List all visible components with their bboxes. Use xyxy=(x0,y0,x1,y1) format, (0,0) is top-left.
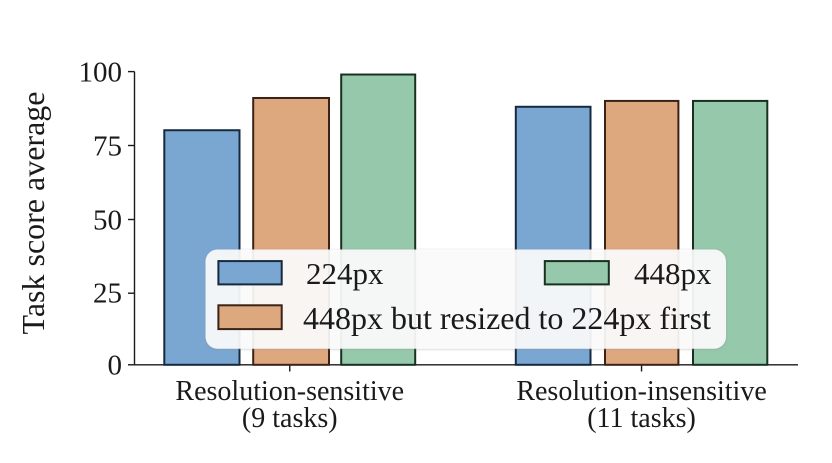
svg-text:448px but resized to 224px fir: 448px but resized to 224px first xyxy=(303,300,711,336)
svg-text:100: 100 xyxy=(79,57,123,89)
svg-text:75: 75 xyxy=(93,131,122,163)
svg-text:50: 50 xyxy=(93,205,122,237)
svg-text:224px: 224px xyxy=(306,256,384,291)
svg-text:0: 0 xyxy=(108,350,123,382)
svg-text:Task score average: Task score average xyxy=(15,92,51,335)
svg-text:(9 tasks): (9 tasks) xyxy=(242,403,338,434)
svg-text:25: 25 xyxy=(93,278,122,310)
svg-text:(11 tasks): (11 tasks) xyxy=(587,403,696,434)
svg-text:448px: 448px xyxy=(634,256,712,291)
